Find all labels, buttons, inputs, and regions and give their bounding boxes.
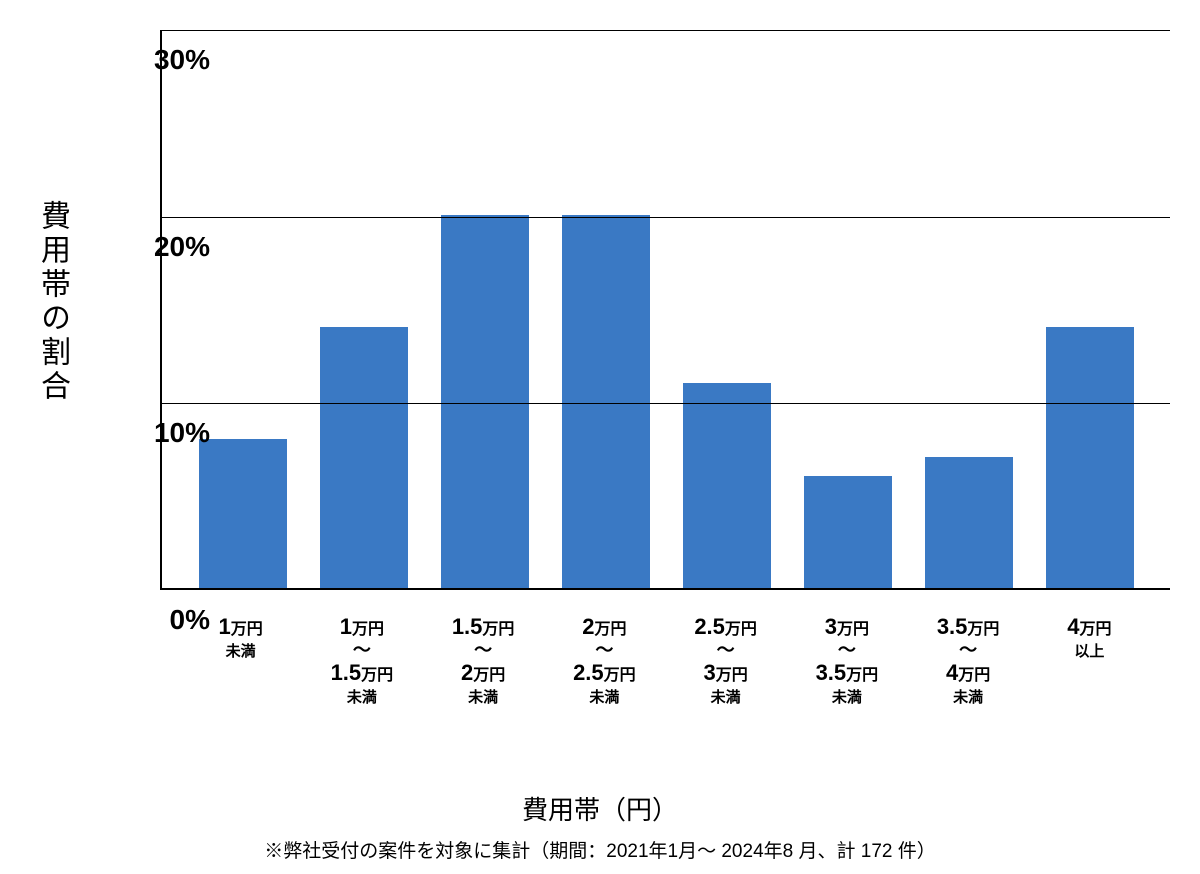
x-category-label: 2万円〜2.5万円未満 [573, 612, 636, 708]
bar [925, 457, 1013, 588]
x-label-slot: 4万円以上 [1029, 612, 1150, 708]
bar-slot [1029, 30, 1150, 588]
bar-slot [666, 30, 787, 588]
chart-container: 0%10%20%30% [100, 30, 1170, 610]
bar-slot [545, 30, 666, 588]
bar [320, 327, 408, 588]
x-category-label: 4万円以上 [1067, 612, 1111, 708]
gridline [162, 403, 1170, 404]
x-axis-title: 費用帯（円） [0, 790, 1200, 827]
y-axis-title: 費用帯の割合 [30, 200, 74, 404]
x-category-label: 2.5万円〜3万円未満 [694, 612, 757, 708]
bar-slot [424, 30, 545, 588]
bar-slot [182, 30, 303, 588]
x-label-slot: 3万円〜3.5万円未満 [786, 612, 907, 708]
x-category-label: 1万円〜1.5万円未満 [331, 612, 394, 708]
x-labels-container: 1万円未満 1万円〜1.5万円未満 1.5万円〜2万円未満 2万円〜2.5万円未満 2.… [160, 612, 1170, 708]
x-label-slot: 1万円未満 [180, 612, 301, 708]
bar [804, 476, 892, 588]
x-label-slot: 2万円〜2.5万円未満 [544, 612, 665, 708]
bar-slot [303, 30, 424, 588]
bar [1046, 327, 1134, 588]
gridline [162, 30, 1170, 31]
bars-container [162, 30, 1170, 588]
bar [562, 215, 650, 588]
footnote: ※弊社受付の案件を対象に集計（期間：2021年1月〜 2024年8 月、計 17… [0, 836, 1200, 863]
x-category-label: 1.5万円〜2万円未満 [452, 612, 515, 708]
x-category-label: 3万円〜3.5万円未満 [816, 612, 879, 708]
x-category-label: 1万円未満 [218, 612, 262, 708]
x-label-slot: 2.5万円〜3万円未満 [665, 612, 786, 708]
y-tick-label: 10% [154, 417, 210, 449]
bar [683, 383, 771, 588]
x-category-label: 3.5万円〜4万円未満 [937, 612, 1000, 708]
bar [441, 215, 529, 588]
bar [199, 439, 287, 588]
x-label-slot: 1万円〜1.5万円未満 [301, 612, 422, 708]
x-label-slot: 3.5万円〜4万円未満 [908, 612, 1029, 708]
plot-area [160, 30, 1170, 590]
y-tick-label: 20% [154, 231, 210, 263]
y-tick-label: 30% [154, 44, 210, 76]
gridline [162, 217, 1170, 218]
x-label-slot: 1.5万円〜2万円未満 [423, 612, 544, 708]
bar-slot [787, 30, 908, 588]
bar-slot [908, 30, 1029, 588]
